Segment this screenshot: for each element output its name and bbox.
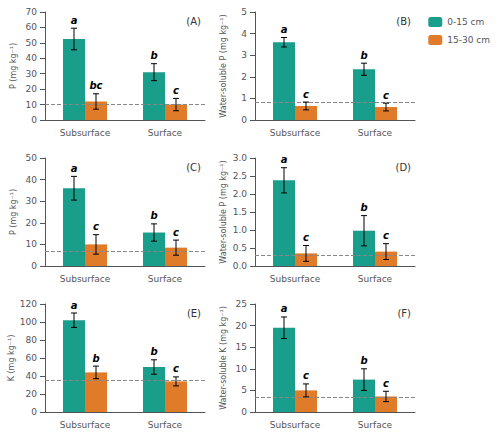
svg-text:c: c [303,232,309,243]
svg-text:20: 20 [26,389,38,399]
svg-text:1: 1 [241,93,247,103]
svg-text:1.0: 1.0 [233,225,248,235]
svg-text:3.0: 3.0 [233,153,248,163]
svg-text:25: 25 [236,299,247,309]
svg-text:0.5: 0.5 [233,243,247,253]
svg-text:5: 5 [241,385,247,395]
svg-text:20: 20 [236,321,248,331]
svg-text:Surface: Surface [358,420,393,430]
svg-text:c: c [303,89,309,100]
svg-text:P (mg kg⁻¹): P (mg kg⁻¹) [9,43,18,89]
svg-text:120: 120 [20,299,37,309]
svg-text:0: 0 [241,407,247,417]
svg-text:a: a [281,154,288,165]
svg-text:50: 50 [26,38,38,48]
svg-text:60: 60 [26,22,38,32]
svg-text:K (mg kg⁻¹): K (mg kg⁻¹) [7,335,16,382]
svg-text:b: b [360,202,367,213]
svg-text:60: 60 [26,353,38,363]
svg-text:2.5: 2.5 [233,171,247,181]
svg-text:0: 0 [31,261,37,271]
svg-text:b: b [150,210,157,221]
svg-text:Subsurface: Subsurface [60,128,111,138]
svg-text:10: 10 [26,100,38,110]
svg-text:b: b [360,50,367,61]
svg-text:10: 10 [236,364,248,374]
svg-text:Subsurface: Subsurface [60,420,111,430]
svg-text:a: a [71,163,78,174]
svg-text:c: c [93,221,99,232]
svg-text:Surface: Surface [358,274,393,284]
svg-text:0: 0 [31,407,37,417]
svg-text:c: c [303,370,309,381]
svg-text:(C): (C) [186,162,201,173]
svg-text:c: c [173,85,179,96]
svg-text:Subsurface: Subsurface [270,420,321,430]
svg-text:40: 40 [26,371,38,381]
svg-text:10: 10 [26,239,38,249]
svg-text:Subsurface: Subsurface [270,274,321,284]
svg-text:Surface: Surface [148,128,183,138]
svg-text:c: c [383,90,389,101]
svg-text:3: 3 [241,50,247,60]
svg-text:0: 0 [241,115,247,125]
svg-text:c: c [383,378,389,389]
svg-text:c: c [173,363,179,374]
svg-text:bc: bc [89,80,102,91]
svg-text:c: c [173,227,179,238]
svg-text:a: a [281,303,288,314]
svg-text:15-30 cm: 15-30 cm [447,35,490,45]
svg-text:(B): (B) [396,16,411,27]
svg-text:50: 50 [26,153,38,163]
svg-text:80: 80 [26,335,38,345]
svg-text:b: b [150,50,157,61]
svg-text:(E): (E) [187,308,201,319]
svg-text:40: 40 [26,53,38,63]
svg-text:Subsurface: Subsurface [60,274,111,284]
svg-text:Water-soluble P (mg kg⁻¹): Water-soluble P (mg kg⁻¹) [219,14,228,117]
svg-text:15: 15 [236,342,247,352]
svg-text:100: 100 [20,317,37,327]
svg-text:2.0: 2.0 [233,189,248,199]
svg-text:0-15 cm: 0-15 cm [447,17,484,27]
svg-text:Surface: Surface [148,274,183,284]
svg-text:a: a [71,300,78,311]
svg-text:70: 70 [26,7,38,17]
svg-text:a: a [71,15,78,26]
svg-text:b: b [92,353,99,364]
svg-text:5: 5 [241,7,247,17]
svg-text:30: 30 [26,69,38,79]
svg-text:Surface: Surface [148,420,183,430]
svg-text:20: 20 [26,218,38,228]
svg-text:b: b [150,346,157,357]
svg-text:30: 30 [26,196,38,206]
svg-text:40: 40 [26,175,38,185]
svg-text:P (mg kg⁻¹): P (mg kg⁻¹) [9,189,18,235]
svg-text:0: 0 [31,115,37,125]
svg-text:Water-soluble K (mg kg⁻¹): Water-soluble K (mg kg⁻¹) [219,306,228,410]
svg-text:b: b [360,355,367,366]
svg-text:0.0: 0.0 [233,261,248,271]
svg-text:Surface: Surface [358,128,393,138]
svg-text:Subsurface: Subsurface [270,128,321,138]
svg-text:1.5: 1.5 [233,207,247,217]
svg-text:20: 20 [26,84,38,94]
svg-text:4: 4 [241,29,247,39]
svg-text:c: c [383,230,389,241]
svg-text:2: 2 [241,72,247,82]
svg-text:(D): (D) [395,162,411,173]
svg-text:(F): (F) [397,308,411,319]
svg-text:a: a [281,24,288,35]
svg-text:Water-soluble P (mg kg⁻¹): Water-soluble P (mg kg⁻¹) [219,160,228,263]
svg-text:(A): (A) [186,16,201,27]
